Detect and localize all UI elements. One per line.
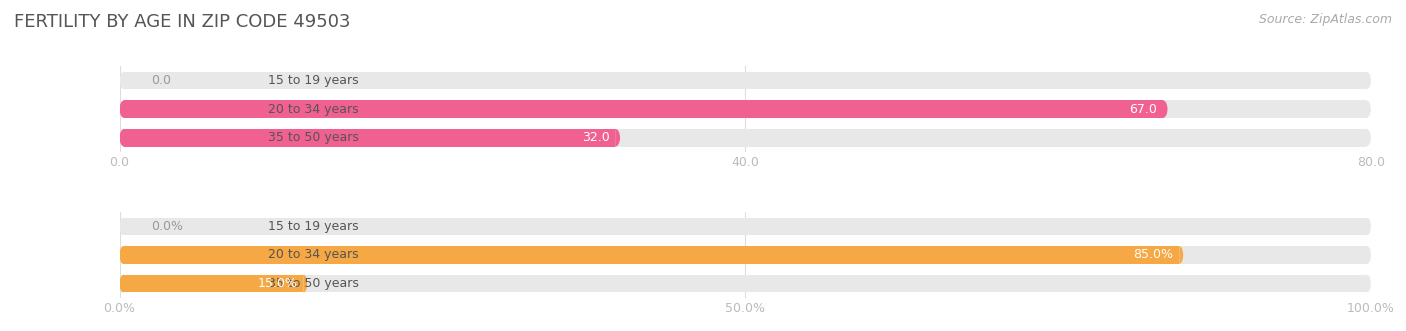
Wedge shape bbox=[120, 129, 124, 147]
Text: 15 to 19 years: 15 to 19 years bbox=[269, 74, 359, 87]
Bar bbox=[124, 129, 616, 147]
Wedge shape bbox=[120, 217, 124, 235]
Text: 85.0%: 85.0% bbox=[1133, 249, 1173, 261]
Text: FERTILITY BY AGE IN ZIP CODE 49503: FERTILITY BY AGE IN ZIP CODE 49503 bbox=[14, 13, 350, 31]
Wedge shape bbox=[120, 129, 124, 147]
Text: 20 to 34 years: 20 to 34 years bbox=[269, 249, 359, 261]
Wedge shape bbox=[120, 246, 124, 264]
Wedge shape bbox=[120, 100, 124, 118]
Bar bbox=[124, 275, 1367, 293]
Text: 35 to 50 years: 35 to 50 years bbox=[269, 131, 359, 144]
Text: 15.0%: 15.0% bbox=[257, 277, 297, 290]
Wedge shape bbox=[1367, 246, 1371, 264]
Text: 15 to 19 years: 15 to 19 years bbox=[269, 220, 359, 233]
Bar bbox=[124, 217, 1367, 235]
Wedge shape bbox=[1367, 217, 1371, 235]
Text: 20 to 34 years: 20 to 34 years bbox=[269, 103, 359, 116]
Text: 35 to 50 years: 35 to 50 years bbox=[269, 277, 359, 290]
Wedge shape bbox=[120, 246, 124, 264]
Wedge shape bbox=[120, 275, 124, 293]
Text: 32.0: 32.0 bbox=[582, 131, 610, 144]
Bar bbox=[124, 100, 1163, 118]
Text: Source: ZipAtlas.com: Source: ZipAtlas.com bbox=[1258, 13, 1392, 26]
Bar bbox=[124, 275, 304, 293]
Bar bbox=[124, 100, 1367, 118]
Wedge shape bbox=[1163, 100, 1167, 118]
Text: 0.0: 0.0 bbox=[150, 74, 170, 87]
Bar bbox=[124, 246, 1367, 264]
Wedge shape bbox=[304, 275, 308, 293]
Text: 0.0%: 0.0% bbox=[150, 220, 183, 233]
Bar bbox=[124, 246, 1180, 264]
Bar bbox=[124, 71, 1367, 89]
Wedge shape bbox=[1367, 71, 1371, 89]
Bar bbox=[124, 129, 1367, 147]
Wedge shape bbox=[1180, 246, 1182, 264]
Wedge shape bbox=[1367, 275, 1371, 293]
Wedge shape bbox=[120, 275, 124, 293]
Wedge shape bbox=[1367, 100, 1371, 118]
Wedge shape bbox=[120, 100, 124, 118]
Wedge shape bbox=[616, 129, 620, 147]
Text: 67.0: 67.0 bbox=[1129, 103, 1157, 116]
Wedge shape bbox=[1367, 129, 1371, 147]
Wedge shape bbox=[120, 71, 124, 89]
